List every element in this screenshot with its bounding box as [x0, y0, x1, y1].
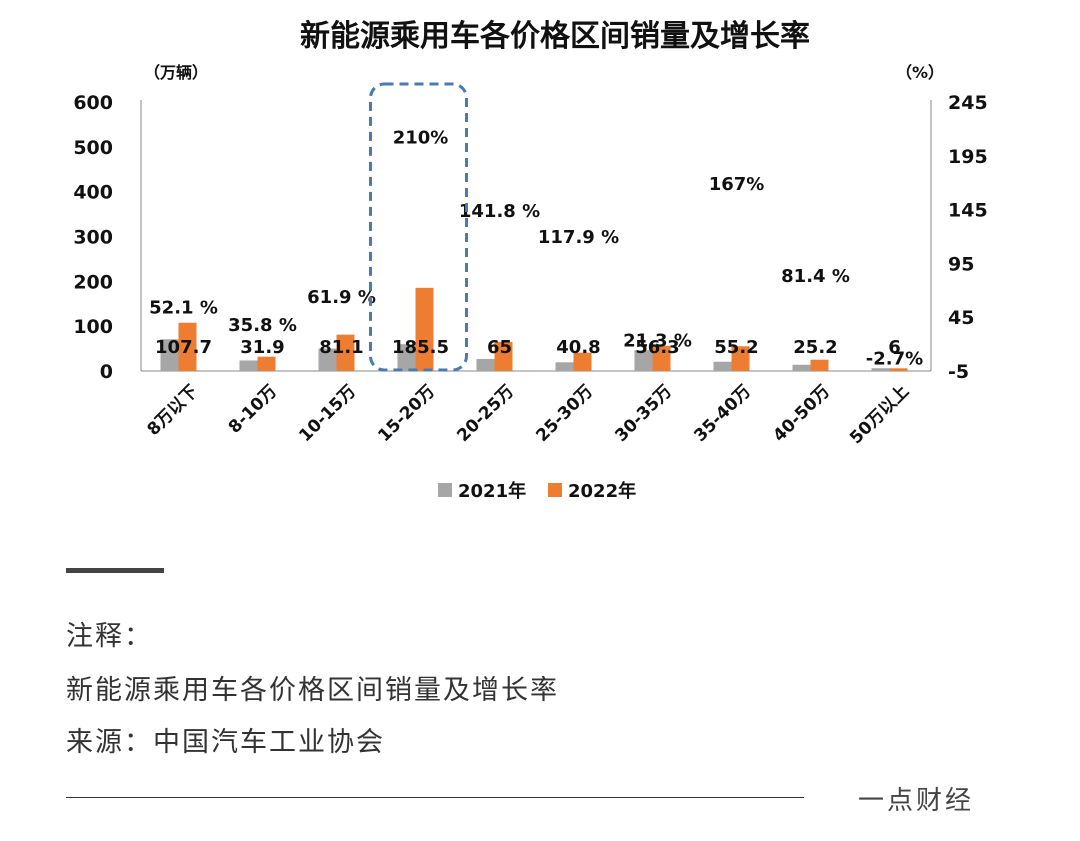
growth-label: 167%: [709, 174, 765, 195]
growth-label: 117.9 %: [538, 227, 619, 248]
y-left-tick-label: 600: [73, 92, 113, 114]
value-label: 56.3: [635, 337, 679, 358]
y-axis-right: -5 45 95 145 195 245: [948, 92, 988, 383]
bar-2022: [336, 334, 355, 371]
divider-short: [66, 568, 164, 573]
value-label: 185.5: [392, 337, 449, 358]
category-label: 15-20万: [374, 381, 439, 446]
bars-group: [160, 287, 908, 371]
legend-label-2022: 2022年: [568, 480, 636, 502]
y-right-tick-label: -5: [948, 361, 969, 383]
bar-2022: [810, 359, 829, 371]
y-right-unit: （%）: [896, 63, 944, 82]
note-source: 来源：中国汽车工业协会: [66, 727, 385, 758]
category-labels: 8万以下 8-10万 10-15万 15-20万 20-25万 25-30万 30-35万 3…: [143, 381, 913, 448]
y-left-tick-label: 0: [100, 361, 113, 383]
growth-label: 21.3 %: [623, 331, 692, 352]
bar-2022: [178, 322, 197, 371]
category-label: 8-10万: [225, 381, 281, 437]
bar-2021: [397, 344, 416, 371]
legend-swatch-2022: [548, 483, 562, 497]
growth-label: 61.9 %: [307, 287, 376, 308]
legend-label-2021: 2021年: [458, 480, 526, 502]
bar-2021: [792, 364, 811, 371]
y-left-tick-label: 400: [73, 182, 113, 204]
legend: 2021年 2022年: [438, 480, 636, 502]
bar-2021: [318, 348, 337, 371]
chart-title: 新能源乘用车各价格区间销量及增长率: [300, 19, 810, 54]
growth-label: 81.4 %: [781, 266, 850, 287]
value-labels: 107.7 31.9 81.1 185.5 65 40.8 56.3 55.2 25.2 6: [155, 337, 901, 358]
bar-2022: [573, 352, 592, 371]
bar-2022: [889, 368, 908, 371]
value-label: 55.2: [714, 337, 758, 358]
y-left-tick-label: 200: [73, 271, 113, 293]
y-axis-left: 0 100 200 300 400 500 600: [73, 92, 113, 383]
growth-label: 35.8 %: [228, 315, 297, 336]
bar-2021: [476, 358, 495, 371]
growth-label: 210%: [393, 128, 449, 149]
legend-swatch-2021: [438, 483, 452, 497]
highlight-box: [369, 82, 468, 372]
category-label: 40-50万: [769, 381, 834, 446]
value-label: 65: [487, 337, 512, 358]
category-label: 35-40万: [690, 381, 755, 446]
y-right-tick-label: 145: [948, 200, 988, 222]
y-left-tick-label: 300: [73, 227, 113, 249]
value-label: 25.2: [793, 337, 837, 358]
growth-label: -2.7%: [866, 349, 923, 370]
category-label: 10-15万: [295, 381, 360, 446]
bar-2021: [239, 360, 258, 371]
bar-2021: [713, 361, 732, 371]
value-label: 81.1: [319, 337, 363, 358]
bar-2022: [494, 341, 513, 371]
bar-2022: [731, 346, 750, 371]
bottom-rule: [66, 797, 804, 798]
note-line1: 新能源乘用车各价格区间销量及增长率: [66, 675, 559, 706]
value-label: 31.9: [240, 337, 284, 358]
bar-2021: [871, 368, 890, 371]
growth-label: 52.1 %: [149, 298, 218, 319]
y-left-tick-label: 100: [73, 316, 113, 338]
y-left-tick-label: 500: [73, 137, 113, 159]
y-right-tick-label: 95: [948, 253, 974, 275]
growth-labels: 52.1 % 35.8 % 61.9 % 210% 141.8 % 117.9 % 21.3…: [149, 128, 923, 370]
category-label: 30-35万: [611, 381, 676, 446]
value-label: 107.7: [155, 337, 212, 358]
value-label: 6: [888, 337, 901, 358]
bar-2022: [652, 345, 671, 371]
y-right-tick-label: 45: [948, 307, 974, 329]
bar-chart: 新能源乘用车各价格区间销量及增长率 （万辆） （%） 0 100 200 300 400…: [73, 19, 988, 502]
growth-label: 141.8 %: [459, 201, 540, 222]
value-label: 40.8: [556, 337, 600, 358]
brand-name: 一点财经: [858, 786, 975, 816]
category-label: 20-25万: [453, 381, 518, 446]
category-label: 25-30万: [532, 381, 597, 446]
y-left-unit: （万辆）: [144, 63, 208, 82]
category-label: 50万以上: [846, 381, 913, 448]
note-label: 注释：: [66, 621, 153, 652]
y-right-tick-label: 195: [948, 146, 988, 168]
y-right-tick-label: 245: [948, 92, 988, 114]
bar-2021: [555, 362, 574, 371]
bar-2022: [257, 356, 276, 371]
bar-2021: [160, 339, 179, 371]
category-label: 8万以下: [143, 381, 202, 440]
bar-2021: [634, 350, 653, 371]
bar-2022: [415, 287, 434, 371]
